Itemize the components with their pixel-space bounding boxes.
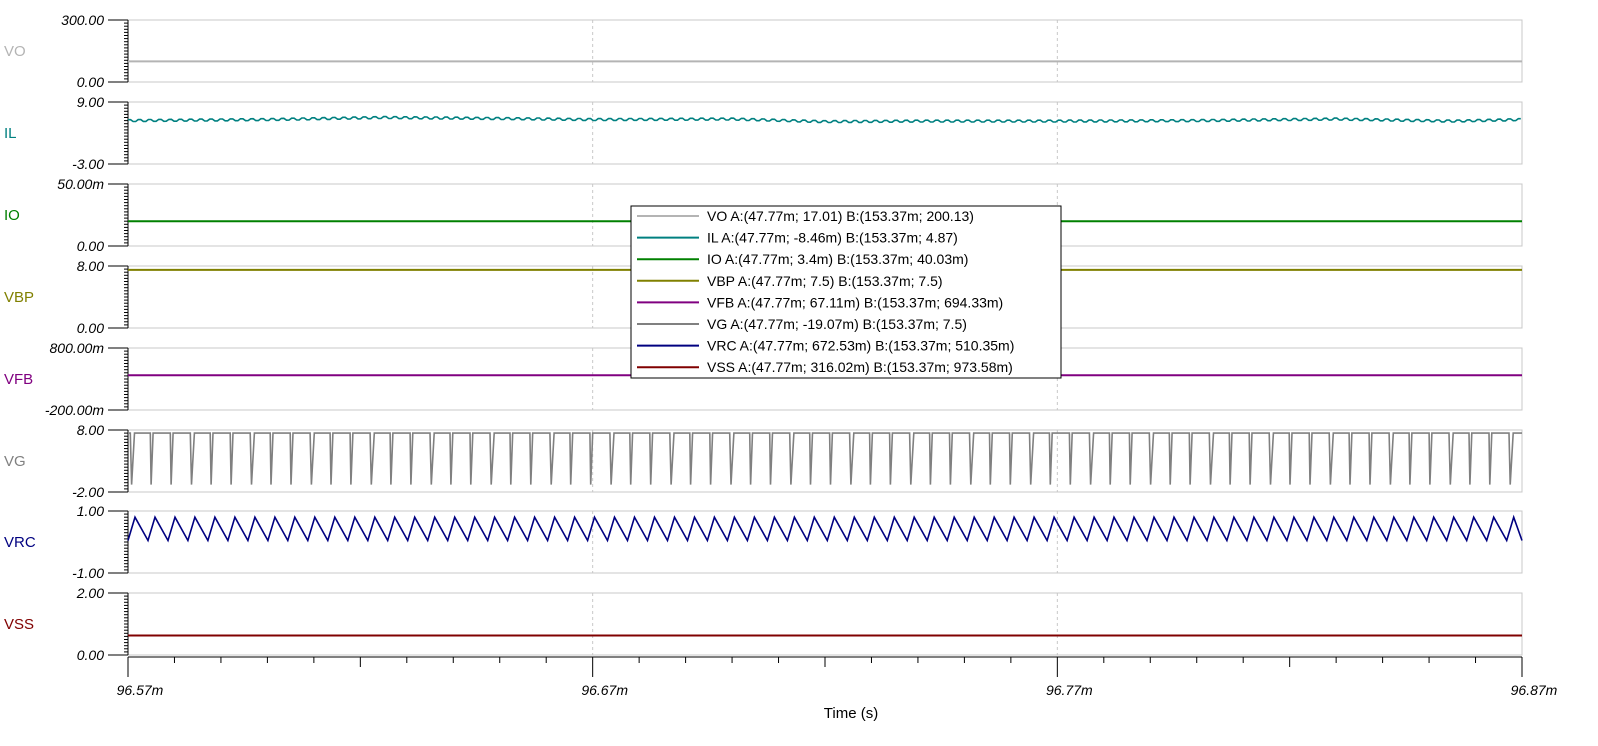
- channel-label: IL: [4, 125, 17, 142]
- legend-label: IO A:(47.77m; 3.4m) B:(153.37m; 40.03m): [707, 251, 968, 267]
- x-tick-label: 96.77m: [1046, 682, 1093, 698]
- y-tick-label-bottom: 0.00: [77, 238, 104, 254]
- legend-item-vo: VO A:(47.77m; 17.01) B:(153.37m; 200.13): [637, 208, 974, 224]
- y-tick-label-bottom: -3.00: [72, 156, 104, 172]
- panel-frame: [127, 429, 1523, 493]
- y-tick-label-top: 800.00m: [50, 340, 105, 356]
- y-tick-label-top: 1.00: [77, 503, 104, 519]
- x-tick-label: 96.57m: [117, 682, 164, 698]
- panel-frame: [127, 592, 1523, 656]
- legend-item-vg: VG A:(47.77m; -19.07m) B:(153.37m; 7.5): [637, 316, 967, 332]
- y-tick-label-top: 300.00: [61, 12, 104, 28]
- legend: VO A:(47.77m; 17.01) B:(153.37m; 200.13)…: [630, 205, 1062, 379]
- channel-vo: 300.00 0.00 VO: [4, 12, 1523, 90]
- panel-frame: [127, 19, 1523, 83]
- channel-label: VSS: [4, 616, 34, 633]
- y-tick-label-bottom: 0.00: [77, 647, 104, 663]
- y-tick-label-top: 9.00: [77, 94, 104, 110]
- panel-frame: [127, 101, 1523, 165]
- trace-il: [128, 115, 1521, 124]
- y-tick-label-bottom: 0.00: [77, 320, 104, 336]
- legend-label: VBP A:(47.77m; 7.5) B:(153.37m; 7.5): [707, 273, 943, 289]
- y-tick-label-bottom: -200.00m: [45, 402, 104, 418]
- legend-label: VSS A:(47.77m; 316.02m) B:(153.37m; 973.…: [707, 359, 1013, 375]
- panel-frame: [127, 510, 1523, 574]
- legend-item-io: IO A:(47.77m; 3.4m) B:(153.37m; 40.03m): [637, 251, 968, 267]
- channel-label: VBP: [4, 289, 34, 306]
- legend-item-il: IL A:(47.77m; -8.46m) B:(153.37m; 4.87): [637, 230, 958, 246]
- legend-label: VRC A:(47.77m; 672.53m) B:(153.37m; 510.…: [707, 338, 1014, 354]
- legend-box: [630, 205, 1062, 379]
- channel-label: VRC: [4, 534, 36, 551]
- y-tick-label-top: 8.00: [77, 422, 104, 438]
- y-tick-label-bottom: -1.00: [72, 565, 104, 581]
- legend-item-vfb: VFB A:(47.77m; 67.11m) B:(153.37m; 694.3…: [637, 294, 1003, 310]
- x-axis: 96.57m 96.67m 96.77m 96.87m Time (s): [117, 656, 1558, 722]
- channel-vrc: 1.00 -1.00 VRC: [4, 503, 1523, 581]
- channel-il: 9.00 -3.00 IL: [4, 94, 1523, 172]
- legend-item-vbp: VBP A:(47.77m; 7.5) B:(153.37m; 7.5): [637, 273, 943, 289]
- legend-label: VFB A:(47.77m; 67.11m) B:(153.37m; 694.3…: [707, 294, 1003, 310]
- trace-vg: [128, 432, 1522, 485]
- channel-vg: 8.00 -2.00 VG: [4, 422, 1523, 500]
- legend-label: IL A:(47.77m; -8.46m) B:(153.37m; 4.87): [707, 230, 958, 246]
- channel-label: VFB: [4, 371, 33, 388]
- channel-vss: 2.00 0.00 VSS: [4, 585, 1523, 663]
- y-tick-label-top: 2.00: [76, 585, 104, 601]
- legend-item-vrc: VRC A:(47.77m; 672.53m) B:(153.37m; 510.…: [637, 338, 1014, 354]
- y-tick-label-top: 50.00m: [57, 176, 104, 192]
- channel-label: VO: [4, 43, 26, 60]
- trace-vrc: [127, 514, 1523, 543]
- legend-item-vss: VSS A:(47.77m; 316.02m) B:(153.37m; 973.…: [637, 359, 1013, 375]
- y-tick-label-bottom: -2.00: [72, 484, 104, 500]
- y-tick-label-bottom: 0.00: [77, 74, 104, 90]
- channel-label: IO: [4, 207, 20, 224]
- channel-label: VG: [4, 453, 26, 470]
- y-tick-label-top: 8.00: [77, 258, 104, 274]
- x-axis-title: Time (s): [824, 705, 878, 722]
- legend-label: VO A:(47.77m; 17.01) B:(153.37m; 200.13): [707, 208, 974, 224]
- legend-label: VG A:(47.77m; -19.07m) B:(153.37m; 7.5): [707, 316, 967, 332]
- x-tick-label: 96.87m: [1511, 682, 1558, 698]
- x-tick-label: 96.67m: [581, 682, 628, 698]
